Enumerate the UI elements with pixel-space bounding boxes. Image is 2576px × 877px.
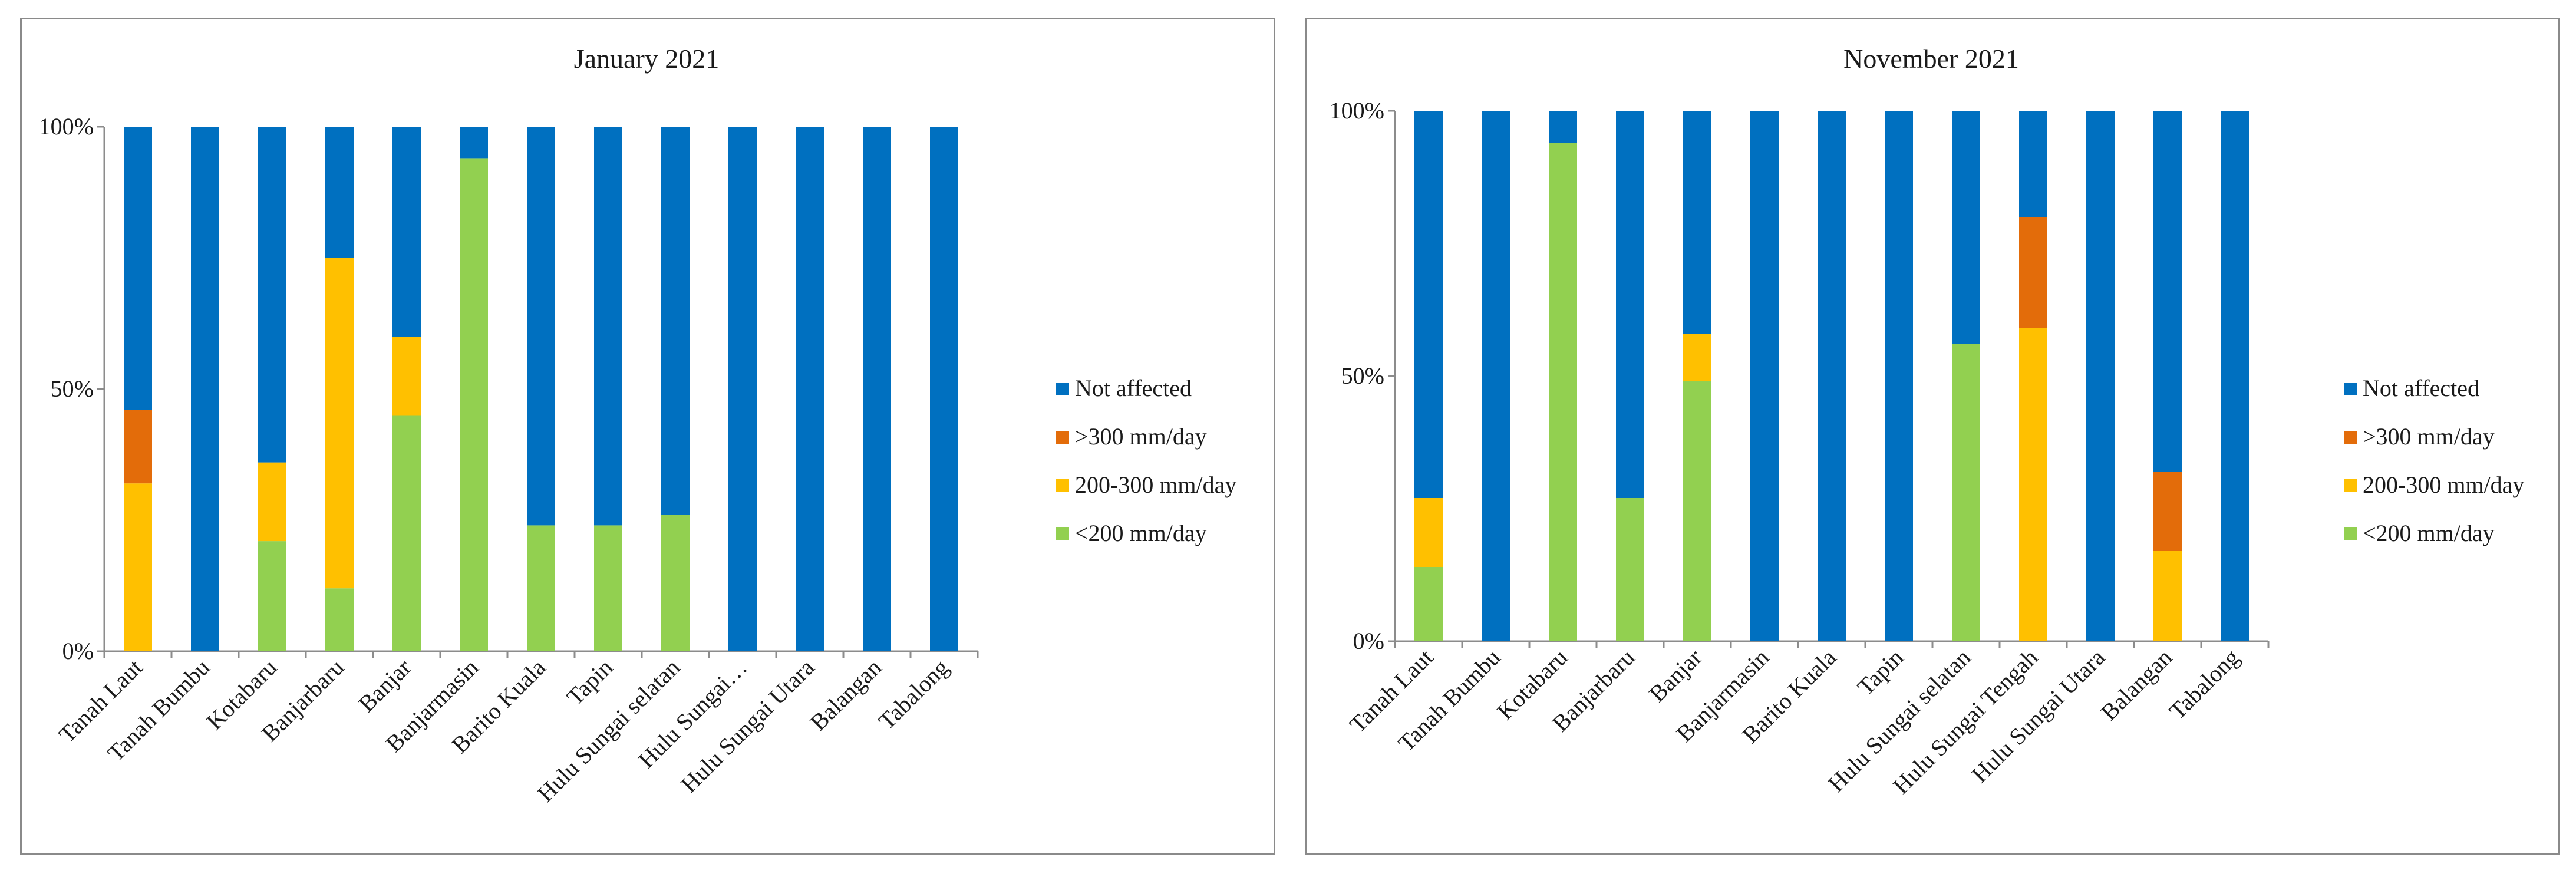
y-tick-label: 50%: [51, 375, 94, 402]
legend-label: Not affected: [2363, 375, 2479, 401]
legend-label: Not affected: [1075, 375, 1192, 401]
y-tick-label: 0%: [62, 638, 94, 664]
bar-segment: [392, 337, 421, 416]
bar-segment: [258, 462, 286, 542]
chart-title: January 2021: [574, 44, 720, 74]
bar-segment: [661, 515, 690, 651]
bar-segment: [1414, 567, 1443, 641]
chart-panel-november: November 2021 0% 50% 100% Tanah Laut Tanah B…: [1305, 18, 2560, 855]
legend-swatch: [2344, 479, 2357, 492]
bar-segment: [1818, 111, 1846, 641]
legend-label: >300 mm/day: [2363, 423, 2495, 450]
x-category-label: Balangan: [805, 654, 887, 736]
legend-label: 200-300 mm/day: [2363, 472, 2524, 498]
bar-segment: [796, 127, 824, 651]
bar-segment: [2086, 111, 2115, 641]
bar-segment: [1414, 498, 1443, 567]
legend-swatch: [1056, 479, 1069, 492]
legend-swatch: [2344, 383, 2357, 395]
bar-segment: [2153, 551, 2182, 641]
bar-segment: [258, 127, 286, 463]
bar-segment: [2153, 111, 2182, 472]
bar-segment: [594, 127, 622, 526]
bar-segment: [124, 483, 152, 651]
x-category-label: Balangan: [2096, 644, 2178, 726]
bar-segment: [1683, 334, 1711, 381]
legend-swatch: [1056, 431, 1069, 444]
bar-segment: [2019, 328, 2047, 641]
bar-segment: [460, 158, 488, 651]
bar-segment: [1952, 111, 1980, 344]
x-category-label: Tabalong: [2164, 644, 2245, 725]
bar-segment: [1549, 143, 1577, 641]
bar-segment: [527, 525, 555, 651]
bar-segment: [1414, 111, 1443, 498]
legend-label: <200 mm/day: [1075, 520, 1207, 546]
bar-segment: [460, 127, 488, 159]
bar-segment: [124, 127, 152, 410]
bar-segment: [392, 127, 421, 337]
bar-segment: [930, 127, 958, 651]
bar-segment: [527, 127, 555, 526]
bar-segment: [728, 127, 757, 651]
bar-segment: [325, 588, 354, 651]
x-category-label: Banjar: [1644, 644, 1707, 707]
bar-segment: [1885, 111, 1913, 641]
bar-segment: [258, 541, 286, 651]
legend-label: >300 mm/day: [1075, 423, 1207, 450]
legend-label: <200 mm/day: [2363, 520, 2495, 546]
legend-swatch: [1056, 527, 1069, 540]
bar-segment: [325, 258, 354, 589]
bar-segment: [2153, 472, 2182, 551]
chart-panel-january: January 2021 0% 50% 100% Tanah Laut Tanah Bu…: [20, 18, 1275, 855]
bar-segment: [124, 410, 152, 484]
bar-segment: [863, 127, 891, 651]
bar-segment: [2019, 111, 2047, 217]
x-category-label: Banjar: [353, 654, 416, 717]
bar-segment: [392, 415, 421, 651]
bar-segment: [1549, 111, 1577, 143]
bar-segment: [325, 127, 354, 258]
chart-title: November 2021: [1843, 44, 2019, 74]
x-category-label: Tabalong: [873, 654, 954, 735]
x-category-label: Tapin: [1852, 644, 1909, 701]
bar-segment: [2019, 217, 2047, 328]
bar-segment: [191, 127, 219, 651]
legend-swatch: [2344, 527, 2357, 540]
bar-segment: [1482, 111, 1510, 641]
bar-segment: [1952, 344, 1980, 641]
bar-segment: [1683, 111, 1711, 334]
y-tick-label: 100%: [1330, 97, 1384, 124]
bar-segment: [1683, 381, 1711, 641]
bar-segment: [1616, 498, 1644, 641]
bar-segment: [594, 525, 622, 651]
y-tick-label: 50%: [1341, 362, 1384, 389]
legend-label: 200-300 mm/day: [1075, 472, 1236, 498]
y-tick-label: 0%: [1353, 628, 1384, 654]
legend-swatch: [2344, 431, 2357, 444]
bar-segment: [1750, 111, 1779, 641]
bar-segment: [661, 127, 690, 515]
bar-segment: [1616, 111, 1644, 498]
y-tick-label: 100%: [39, 113, 94, 140]
bar-segment: [2221, 111, 2249, 641]
legend-swatch: [1056, 383, 1069, 395]
x-category-label: Tapin: [562, 654, 618, 711]
